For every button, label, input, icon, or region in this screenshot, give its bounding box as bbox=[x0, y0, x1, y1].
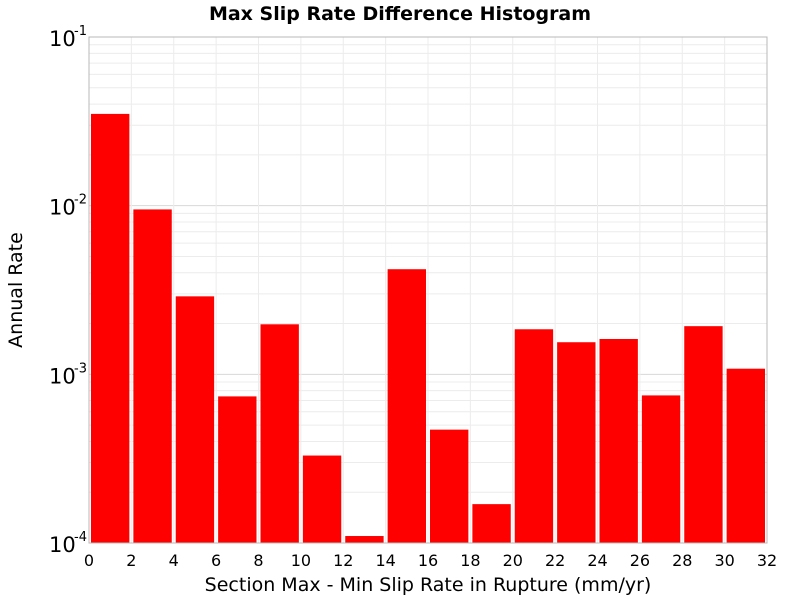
y-tick-label: 10-4 bbox=[49, 530, 87, 557]
x-tick-label: 20 bbox=[503, 551, 523, 570]
y-tick-label: 10-2 bbox=[49, 193, 87, 220]
plot-border bbox=[88, 36, 768, 544]
x-tick-label: 0 bbox=[84, 551, 94, 570]
x-tick-label: 12 bbox=[333, 551, 353, 570]
histogram-bar bbox=[472, 504, 511, 543]
y-tick-base: 10 bbox=[49, 533, 76, 557]
histogram-bar bbox=[387, 269, 426, 543]
y-tick-labels: 10-110-210-310-4 bbox=[49, 24, 87, 557]
x-tick-label: 24 bbox=[587, 551, 607, 570]
x-tick-label: 32 bbox=[757, 551, 777, 570]
y-axis-label: Annual Rate bbox=[5, 232, 27, 348]
y-tick-label: 10-1 bbox=[49, 24, 87, 51]
x-tick-label: 30 bbox=[714, 551, 734, 570]
x-tick-labels: 0 2 4 6 8 10 12 14 16 18 20 22 24 26 28 30 32 bbox=[84, 551, 777, 570]
x-tick-label: 4 bbox=[169, 551, 179, 570]
chart-title: Max Slip Rate Difference Histogram bbox=[209, 3, 591, 25]
histogram-bar bbox=[430, 429, 469, 543]
x-tick-label: 2 bbox=[126, 551, 136, 570]
x-tick-label: 26 bbox=[630, 551, 650, 570]
x-tick-label: 10 bbox=[291, 551, 311, 570]
histogram-bar bbox=[726, 368, 765, 543]
bars bbox=[91, 113, 765, 544]
y-tick-exponent: -2 bbox=[74, 193, 87, 208]
y-tick-label: 10-3 bbox=[49, 361, 87, 388]
y-tick-base: 10 bbox=[49, 196, 76, 220]
y-tick-exponent: -3 bbox=[74, 361, 87, 376]
x-tick-label: 16 bbox=[418, 551, 438, 570]
histogram-bar bbox=[684, 326, 723, 543]
y-tick-exponent: -1 bbox=[74, 24, 87, 39]
histogram-bar bbox=[91, 113, 130, 544]
y-tick-exponent: -4 bbox=[74, 530, 87, 545]
x-tick-label: 14 bbox=[375, 551, 395, 570]
x-tick-label: 28 bbox=[672, 551, 692, 570]
y-tick-base: 10 bbox=[49, 364, 76, 388]
histogram-bar bbox=[260, 324, 299, 543]
histogram-bar bbox=[302, 455, 342, 543]
x-tick-label: 6 bbox=[211, 551, 221, 570]
x-axis-label: Section Max - Min Slip Rate in Rupture (… bbox=[205, 574, 652, 596]
histogram-bar bbox=[175, 296, 215, 543]
x-tick-label: 8 bbox=[253, 551, 263, 570]
histogram-bar bbox=[557, 342, 596, 543]
histogram-bar bbox=[218, 396, 257, 543]
y-tick-base: 10 bbox=[49, 27, 76, 51]
histogram-bar bbox=[514, 329, 554, 543]
histogram-bar bbox=[641, 395, 681, 543]
histogram-bar bbox=[345, 536, 384, 543]
histogram-bar bbox=[133, 209, 172, 543]
histogram-bar bbox=[599, 338, 638, 543]
x-tick-label: 18 bbox=[460, 551, 480, 570]
x-tick-label: 22 bbox=[545, 551, 565, 570]
